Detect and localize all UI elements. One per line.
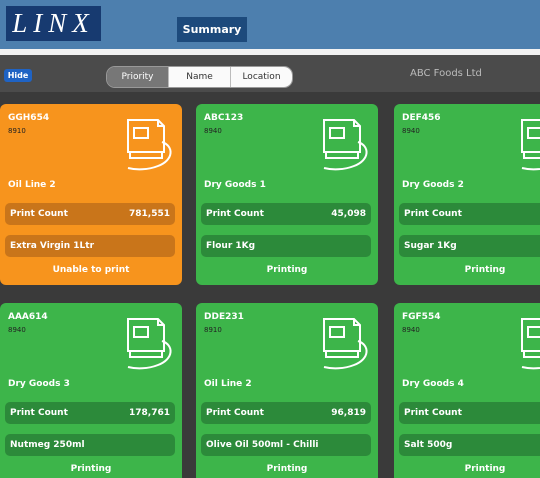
printer-id: FGF554 [402,312,441,322]
printer-id: DDE231 [204,312,244,322]
product-bar: Nutmeg 250ml [5,434,175,456]
printer-model: 8940 [8,326,26,334]
count-label: Print Count [404,209,462,219]
count-value: 45,098 [331,209,366,219]
company-name: ABC Foods Ltd [410,68,482,79]
printer-card[interactable]: FGF554 8940 Dry Goods 4 Print Count887 Salt … [394,303,540,478]
product-bar: Sugar 1Kg [399,235,540,257]
printer-id: ABC123 [204,113,244,123]
printer-model: 8910 [204,326,222,334]
line-name: Oil Line 2 [204,379,252,389]
product-bar: Olive Oil 500ml - Chilli [201,434,371,456]
hide-button[interactable]: Hide [4,69,32,82]
print-count-bar: Print Count12,9 [399,203,540,225]
product-bar: Flour 1Kg [201,235,371,257]
line-name: Dry Goods 1 [204,180,266,190]
product-name: Nutmeg 250ml [10,440,85,450]
product-name: Flour 1Kg [206,241,256,251]
printer-id: AAA614 [8,312,48,322]
printer-model: 8910 [8,127,26,135]
product-bar: Salt 500g [399,434,540,456]
separator [0,49,540,55]
count-label: Print Count [404,408,462,418]
toolbar: Hide Priority Name Location ABC Foods Ltd [0,55,540,92]
print-count-bar: Print Count 45,098 [201,203,371,225]
sort-control: Priority Name Location [106,66,293,88]
product-name: Extra Virgin 1Ltr [10,241,95,251]
sort-option[interactable]: Location [230,67,292,87]
count-label: Print Count [206,408,264,418]
product-name: Olive Oil 500ml - Chilli [206,440,319,450]
printer-model: 8940 [402,326,420,334]
printer-status: Unable to print [52,265,130,275]
sort-option[interactable]: Name [168,67,230,87]
printer-card[interactable]: DDE231 8910 Oil Line 2 Print Count 96,819 Oli… [196,303,378,478]
printer-status: Printing [266,265,308,275]
print-count-bar: Print Count 96,819 [201,402,371,424]
printer-card[interactable]: AAA614 8940 Dry Goods 3 Print Count 178,761 N… [0,303,182,478]
printer-icon [323,119,368,171]
printer-card[interactable]: ABC123 8940 Dry Goods 1 Print Count 45,098 Fl… [196,104,378,285]
product-name: Sugar 1Kg [404,241,457,251]
printer-id: GGH654 [8,113,50,123]
product-bar: Extra Virgin 1Ltr [5,235,175,257]
header: LINX Summary [0,0,540,49]
line-name: Oil Line 2 [8,180,56,190]
printer-icon [127,318,172,370]
printer-icon [323,318,368,370]
printer-id: DEF456 [402,113,441,123]
line-name: Dry Goods 2 [402,180,464,190]
printer-status: Printing [266,464,308,474]
print-count-bar: Print Count887 [399,402,540,424]
print-count-bar: Print Count 781,551 [5,203,175,225]
count-value: 178,761 [129,408,170,418]
count-label: Print Count [10,209,68,219]
printer-icon [127,119,172,171]
printer-status: Printing [464,464,506,474]
printer-status: Printing [70,464,112,474]
count-value: 781,551 [129,209,170,219]
printer-icon [521,119,540,171]
count-label: Print Count [206,209,264,219]
logo: LINX [6,6,101,41]
printer-model: 8940 [204,127,222,135]
printer-icon [521,318,540,370]
printer-status: Printing [464,265,506,275]
summary-tab[interactable]: Summary [177,17,247,42]
printer-card[interactable]: GGH654 8910 Oil Line 2 Print Count 781,551 Ex… [0,104,182,285]
count-label: Print Count [10,408,68,418]
count-value: 96,819 [331,408,366,418]
sort-option[interactable]: Priority [107,67,168,87]
line-name: Dry Goods 3 [8,379,70,389]
print-count-bar: Print Count 178,761 [5,402,175,424]
printer-card[interactable]: DEF456 8940 Dry Goods 2 Print Count12,9 Suga… [394,104,540,285]
printer-model: 8940 [402,127,420,135]
product-name: Salt 500g [404,440,453,450]
line-name: Dry Goods 4 [402,379,464,389]
